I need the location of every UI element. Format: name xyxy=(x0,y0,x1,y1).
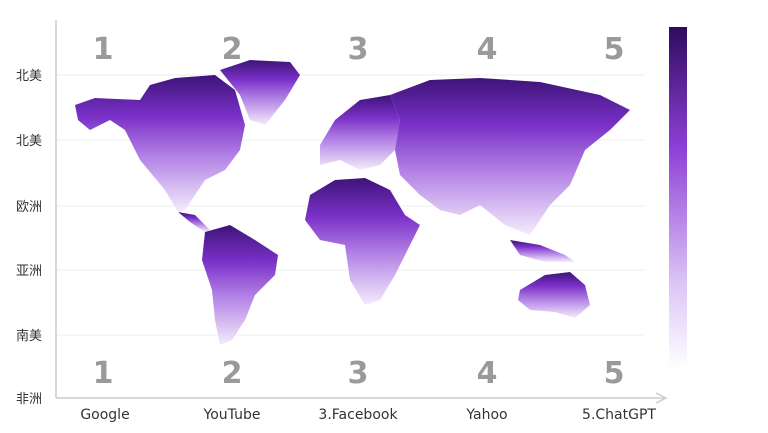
rank-label-top: 2 xyxy=(222,32,243,67)
x-tick-label: 3.Facebook xyxy=(318,407,398,423)
y-tick-label: 亚洲 xyxy=(16,264,42,279)
x-tick-label: Google xyxy=(80,407,129,423)
rank-label-top: 5 xyxy=(604,32,625,67)
y-tick-label: 欧洲 xyxy=(16,200,42,215)
x-tick-label: Yahoo xyxy=(465,407,507,423)
africa xyxy=(305,178,420,305)
south-america xyxy=(202,225,278,345)
world-map xyxy=(75,60,630,345)
y-tick-label: 南美 xyxy=(16,328,42,344)
x-tick-label: 5.ChatGPT xyxy=(582,407,656,423)
x-axis-arrow-icon xyxy=(655,392,668,404)
rank-label-bottom: 4 xyxy=(477,356,498,391)
rank-label-bottom: 5 xyxy=(604,356,625,391)
rank-label-bottom: 1 xyxy=(93,356,114,391)
europe xyxy=(320,95,400,170)
axes xyxy=(55,20,668,404)
central-america xyxy=(178,212,210,232)
rank-label-bottom: 3 xyxy=(348,356,369,391)
southeast-asia-islands xyxy=(510,240,575,262)
y-tick-label: 北美 xyxy=(16,69,42,84)
rank-label-top: 4 xyxy=(477,32,498,67)
asia xyxy=(390,78,630,235)
colorbar xyxy=(669,27,687,370)
rank-label-top: 3 xyxy=(348,32,369,67)
australia xyxy=(518,272,590,318)
y-tick-label: 非洲 xyxy=(16,392,42,407)
greenland xyxy=(220,60,300,125)
rank-label-top: 1 xyxy=(93,32,114,67)
rank-label-bottom: 2 xyxy=(222,356,243,391)
y-tick-label: 北美 xyxy=(16,134,42,149)
x-tick-label: YouTube xyxy=(203,407,261,423)
north-america xyxy=(75,75,245,212)
